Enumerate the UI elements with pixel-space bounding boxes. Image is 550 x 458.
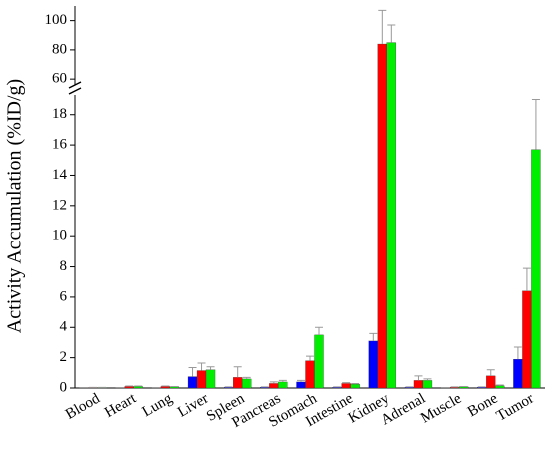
bar — [305, 360, 315, 389]
bar — [314, 334, 324, 389]
x-tick-label: Muscle — [418, 390, 465, 426]
bar — [205, 369, 216, 389]
error-bar — [278, 379, 287, 382]
error-bar — [233, 366, 242, 378]
bar — [495, 385, 505, 389]
error-bar — [197, 362, 206, 371]
error-bar — [522, 267, 531, 291]
y-tick-label: 2 — [60, 349, 68, 365]
bar — [196, 370, 207, 389]
bar — [413, 380, 424, 389]
x-tick-label: Heart — [102, 390, 140, 421]
error-bar — [188, 367, 197, 377]
y-axis-label: Activity Accumulation (%ID/g) — [4, 79, 26, 333]
y-tick-label: 14 — [52, 167, 68, 183]
error-bar — [351, 382, 360, 385]
error-bar — [342, 382, 351, 384]
bar — [242, 378, 252, 389]
y-tick-label: 8 — [60, 258, 68, 274]
y-tick-label: 6 — [60, 288, 68, 304]
y-tick-label: 12 — [52, 197, 67, 213]
bar — [269, 383, 279, 389]
bar — [522, 290, 532, 389]
y-tick-label: 18 — [52, 106, 67, 122]
x-tick-label: Lung — [140, 390, 176, 420]
axis-break — [68, 81, 82, 95]
bar — [531, 149, 541, 389]
y-tick-label: 0 — [60, 379, 68, 395]
bar — [368, 340, 378, 389]
bar — [296, 381, 306, 389]
bar — [350, 384, 360, 389]
error-bar — [242, 376, 251, 379]
error-bar — [387, 24, 396, 43]
error-bar — [531, 99, 540, 150]
x-tick-label: Tumor — [494, 391, 537, 425]
error-bar — [206, 366, 215, 370]
bar — [124, 386, 134, 389]
y-tick-label: 100 — [45, 12, 68, 28]
error-bar — [315, 326, 323, 335]
y-tick-label: 16 — [52, 137, 68, 153]
bar — [377, 43, 387, 389]
error-bar — [306, 355, 314, 361]
bar — [160, 386, 171, 389]
bar — [341, 383, 351, 389]
error-bar — [369, 332, 378, 341]
error-bar — [297, 379, 305, 382]
bar — [386, 42, 396, 389]
bar — [513, 359, 523, 389]
y-tick-label: 80 — [52, 41, 67, 57]
bar — [422, 380, 433, 389]
bar — [187, 376, 198, 389]
bar — [486, 375, 496, 389]
error-bar — [423, 378, 432, 381]
y-tick-label: 10 — [52, 228, 67, 244]
error-bar — [513, 346, 522, 360]
error-bar — [495, 384, 504, 386]
error-bar — [486, 369, 495, 376]
x-tick-label: Blood — [63, 390, 103, 422]
x-tick-label: Bone — [465, 390, 501, 420]
bar — [278, 381, 288, 389]
bar — [233, 377, 243, 389]
x-tick-label: Liver — [175, 391, 211, 421]
error-bar — [269, 381, 278, 384]
y-tick-label: 60 — [52, 71, 67, 87]
bar — [133, 386, 143, 389]
y-tick-label: 4 — [60, 319, 68, 335]
error-bar — [414, 375, 423, 381]
error-bar — [378, 9, 387, 45]
